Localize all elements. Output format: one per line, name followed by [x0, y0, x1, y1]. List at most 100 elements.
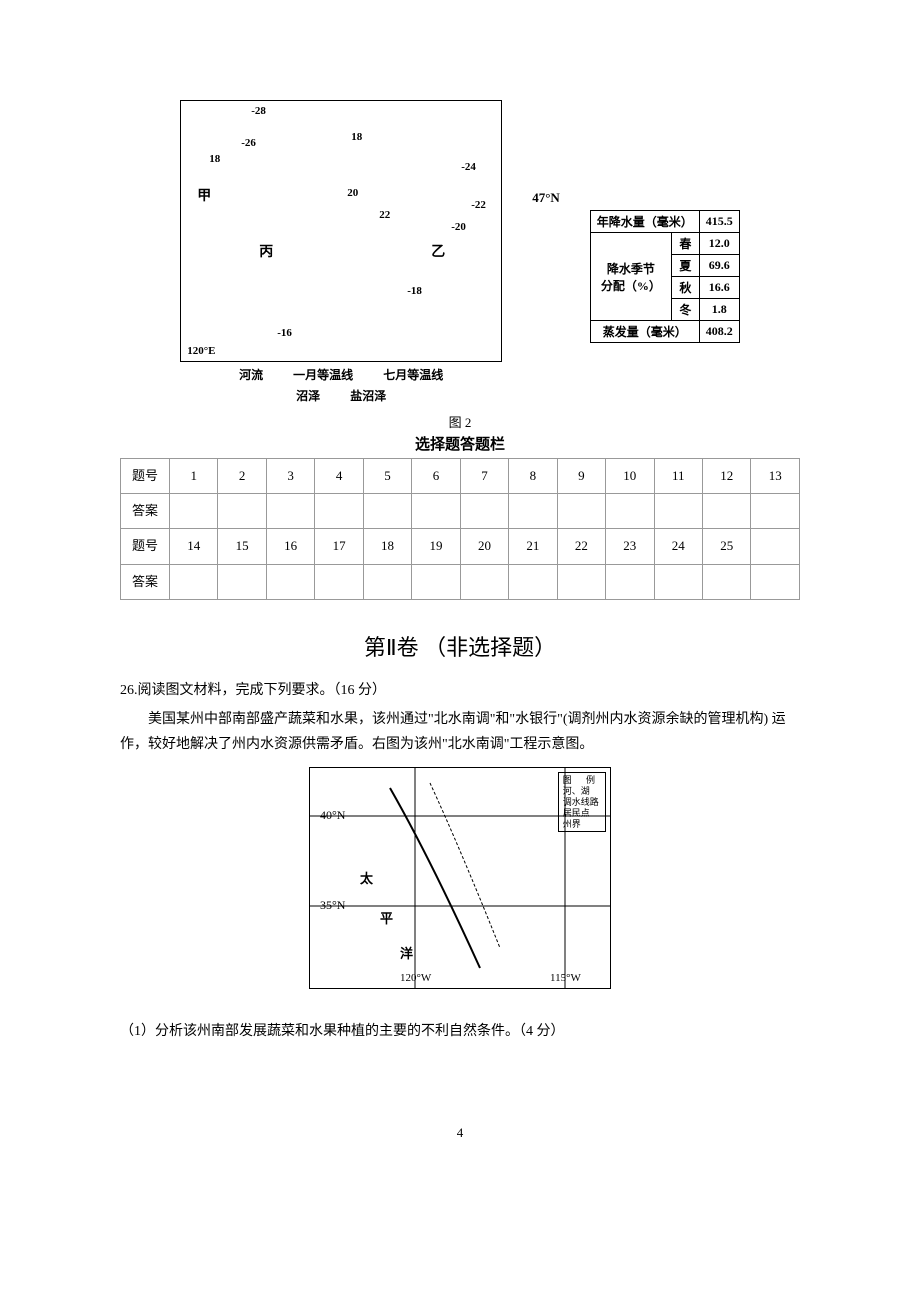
qnum: 3 [266, 459, 314, 494]
q-label-1: 题号 [121, 459, 170, 494]
map-label-n28: -28 [251, 105, 266, 117]
qnum: 1 [170, 459, 218, 494]
winter-label: 冬 [671, 299, 699, 321]
q-label-2: 题号 [121, 529, 170, 564]
answer-cell[interactable] [266, 494, 314, 529]
answer-cell[interactable] [557, 564, 605, 599]
table-row: 题号 1 2 3 4 5 6 7 8 9 10 11 12 13 [121, 459, 800, 494]
answer-cell[interactable] [702, 494, 750, 529]
answer-cell[interactable] [654, 494, 702, 529]
winter-value: 1.8 [699, 299, 739, 321]
legend-jul: 七月等温线 [383, 366, 443, 383]
qnum [751, 529, 800, 564]
map-label-lon: 120°E [187, 345, 215, 357]
answer-cell[interactable] [702, 564, 750, 599]
figure2-caption: 图 2 [120, 412, 800, 431]
spring-label: 春 [671, 233, 699, 255]
map-label-n18b: 18 [351, 131, 362, 143]
autumn-label: 秋 [671, 277, 699, 299]
answer-cell[interactable] [363, 564, 411, 599]
answer-cell[interactable] [606, 564, 654, 599]
qnum: 6 [412, 459, 460, 494]
map-label-n24: -24 [461, 161, 476, 173]
summer-value: 69.6 [699, 255, 739, 277]
answer-cell[interactable] [363, 494, 411, 529]
answer-cell[interactable] [412, 564, 460, 599]
evap-label: 蒸发量（毫米） [590, 321, 699, 343]
q26-map: 图 例 河、湖 调水线路 居民点 州界 40°N 35°N 120°W 115°… [309, 767, 611, 989]
section2-title: 第Ⅱ卷 （非选择题） [120, 630, 800, 662]
qnum: 12 [702, 459, 750, 494]
map-label-bing: 丙 [259, 241, 273, 261]
qnum: 15 [218, 529, 266, 564]
answer-cell[interactable] [170, 494, 218, 529]
evap-value: 408.2 [699, 321, 739, 343]
answer-cell[interactable] [751, 564, 800, 599]
answer-table: 题号 1 2 3 4 5 6 7 8 9 10 11 12 13 答案 [120, 458, 800, 600]
map-label-n18c: -18 [407, 285, 422, 297]
answer-cell[interactable] [751, 494, 800, 529]
q26-para: 美国某州中部南部盛产蔬菜和水果，该州通过"北水南调"和"水银行"(调剂州内水资源… [120, 707, 800, 757]
qnum: 17 [315, 529, 363, 564]
map-label-n22b: 22 [379, 209, 390, 221]
answer-cell[interactable] [509, 564, 557, 599]
qnum: 4 [315, 459, 363, 494]
page-number: 4 [120, 1125, 800, 1141]
answer-cell[interactable] [315, 494, 363, 529]
qnum: 7 [460, 459, 508, 494]
table-row: 蒸发量（毫米） 408.2 [590, 321, 739, 343]
answer-cell[interactable] [460, 494, 508, 529]
summer-label: 夏 [671, 255, 699, 277]
table-row: 降水季节 分配（%） 春 12.0 [590, 233, 739, 255]
a-label-2: 答案 [121, 564, 170, 599]
precip-table-wrap: 年降水量（毫米） 415.5 降水季节 分配（%） 春 12.0 夏 69.6 … [590, 210, 740, 343]
map-label-n16: -16 [277, 327, 292, 339]
a-label-1: 答案 [121, 494, 170, 529]
figure2-map-and-legend: -28 -26 -24 -22 -20 18 18 20 22 -18 -16 … [180, 100, 502, 404]
figure2-row: -28 -26 -24 -22 -20 18 18 20 22 -18 -16 … [120, 100, 800, 404]
answer-cell[interactable] [460, 564, 508, 599]
qnum: 5 [363, 459, 411, 494]
answer-cell[interactable] [606, 494, 654, 529]
qnum: 25 [702, 529, 750, 564]
table-row: 答案 [121, 564, 800, 599]
table-row: 年降水量（毫米） 415.5 [590, 211, 739, 233]
legend-swamp: 沼泽 [296, 387, 320, 404]
figure2-lat: 47°N [532, 190, 560, 206]
qnum: 19 [412, 529, 460, 564]
qnum: 16 [266, 529, 314, 564]
qnum: 2 [218, 459, 266, 494]
answer-cell[interactable] [557, 494, 605, 529]
answer-cell[interactable] [412, 494, 460, 529]
answer-cell[interactable] [218, 494, 266, 529]
qnum: 22 [557, 529, 605, 564]
map-label-n18a: 18 [209, 153, 220, 165]
seasonal-label: 降水季节 分配（%） [590, 233, 671, 321]
answer-cell[interactable] [170, 564, 218, 599]
map-label-n20b: 20 [347, 187, 358, 199]
answer-cell[interactable] [654, 564, 702, 599]
precip-table: 年降水量（毫米） 415.5 降水季节 分配（%） 春 12.0 夏 69.6 … [590, 210, 740, 343]
answer-cell[interactable] [266, 564, 314, 599]
qnum: 20 [460, 529, 508, 564]
legend-salt: 盐沼泽 [350, 387, 386, 404]
map-label-yi: 乙 [431, 241, 445, 261]
page-container: -28 -26 -24 -22 -20 18 18 20 22 -18 -16 … [0, 0, 920, 1201]
figure2-legend-row2: 沼泽 盐沼泽 [180, 387, 502, 404]
q26-lead: 26.阅读图文材料，完成下列要求。（16 分） [120, 678, 800, 703]
q26-map-lines-icon [310, 768, 610, 988]
q26-sub1: （1）分析该州南部发展蔬菜和水果种植的主要的不利自然条件。（4 分） [120, 1019, 800, 1044]
qnum: 13 [751, 459, 800, 494]
qnum: 8 [509, 459, 557, 494]
table-row: 题号 14 15 16 17 18 19 20 21 22 23 24 25 [121, 529, 800, 564]
answer-sheet-title: 选择题答题栏 [120, 433, 800, 454]
answer-cell[interactable] [218, 564, 266, 599]
map-label-n22: -22 [471, 199, 486, 211]
autumn-value: 16.6 [699, 277, 739, 299]
qnum: 21 [509, 529, 557, 564]
answer-cell[interactable] [315, 564, 363, 599]
legend-jan: 一月等温线 [293, 366, 353, 383]
answer-cell[interactable] [509, 494, 557, 529]
qnum: 11 [654, 459, 702, 494]
qnum: 18 [363, 529, 411, 564]
